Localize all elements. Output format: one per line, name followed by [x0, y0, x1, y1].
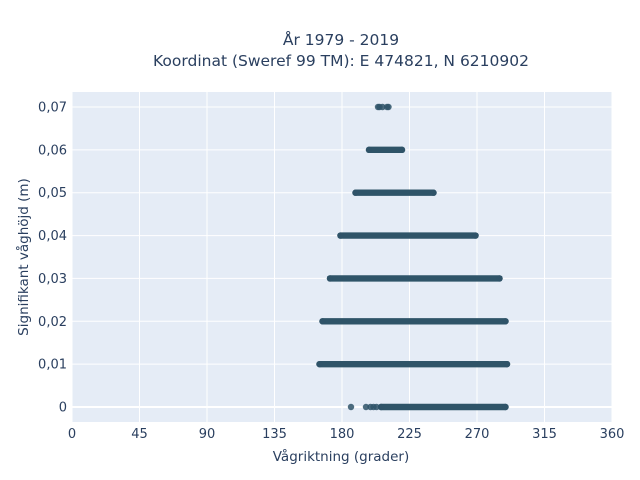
y-tick-label: 0,02 — [38, 315, 67, 330]
x-axis-label: Vågriktning (grader) — [273, 448, 410, 465]
data-point — [347, 403, 355, 411]
data-point — [398, 146, 406, 154]
y-tick-label: 0,06 — [38, 143, 67, 158]
x-tick-label: 225 — [397, 427, 422, 442]
data-point — [365, 146, 373, 154]
data-point — [362, 403, 370, 411]
y-tick-label: 0 — [59, 401, 67, 416]
data-point — [383, 103, 391, 111]
data-point — [326, 275, 334, 282]
x-tick-label: 0 — [68, 427, 76, 442]
data-point — [503, 360, 511, 368]
x-tick-label: 270 — [465, 427, 490, 442]
data-point — [472, 232, 479, 239]
data-point — [379, 103, 386, 111]
data-point — [319, 318, 326, 325]
data-point — [430, 189, 437, 196]
y-tick-labels: 0 0,01 0,02 0,03 0,04 0,05 0,06 0,07 — [38, 101, 67, 416]
x-tick-labels: 0 45 90 135 180 225 270 315 360 — [68, 427, 625, 442]
y-tick-label: 0,05 — [38, 186, 67, 201]
data-point — [496, 275, 503, 282]
y-tick-label: 0,03 — [38, 272, 67, 287]
x-tick-label: 135 — [262, 427, 287, 442]
data-point — [352, 189, 359, 196]
y-axis-label: Signifikant våghöjd (m) — [15, 178, 32, 336]
y-tick-label: 0,07 — [38, 101, 67, 116]
data-points — [316, 103, 511, 411]
data-point — [502, 318, 509, 325]
chart-title-line-1: År 1979 - 2019 — [283, 30, 399, 49]
y-tick-label: 0,01 — [38, 358, 67, 373]
data-point — [316, 360, 323, 368]
x-tick-label: 90 — [199, 427, 216, 442]
x-tick-label: 360 — [600, 427, 625, 442]
chart-title-line-2: Koordinat (Sweref 99 TM): E 474821, N 62… — [153, 52, 529, 70]
data-point — [337, 232, 344, 239]
y-tick-label: 0,04 — [38, 229, 67, 244]
x-tick-label: 45 — [131, 427, 148, 442]
x-tick-label: 180 — [330, 427, 355, 442]
data-point — [377, 403, 385, 411]
x-tick-label: 315 — [532, 427, 557, 442]
data-point — [373, 403, 380, 411]
data-point — [502, 403, 509, 411]
